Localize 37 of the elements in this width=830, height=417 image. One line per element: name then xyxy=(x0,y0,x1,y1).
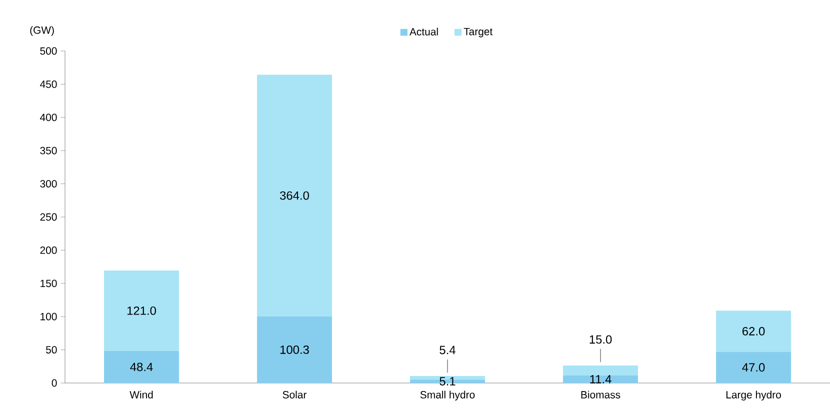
bar xyxy=(104,350,179,383)
y-tick-label: 350 xyxy=(40,146,57,154)
y-tick-label: 100 xyxy=(40,312,57,320)
x-tick-label: Biomass xyxy=(581,390,620,398)
y-tick-label: 400 xyxy=(40,114,57,122)
data-label: 48.4 xyxy=(130,362,153,372)
y-tick-label: 200 xyxy=(40,246,57,254)
x-tick-label: Wind xyxy=(130,390,153,398)
data-label: 62.0 xyxy=(742,326,765,336)
bar xyxy=(716,352,791,383)
data-label: 5.4 xyxy=(440,346,456,354)
legend-label: Actual xyxy=(409,28,438,36)
x-tick-label: Solar xyxy=(282,390,307,398)
bar xyxy=(257,74,332,316)
y-tick-label: 50 xyxy=(46,346,57,354)
data-label: 15.0 xyxy=(590,335,612,344)
y-tick-label: 500 xyxy=(40,47,57,55)
bar xyxy=(104,270,179,351)
y-tick-label: 450 xyxy=(40,80,57,88)
x-tick-label: Small hydro xyxy=(420,390,475,401)
legend-label: Target xyxy=(464,28,493,38)
y-tick-label: 150 xyxy=(40,280,57,288)
data-label: 100.3 xyxy=(280,345,309,354)
bar xyxy=(563,375,638,383)
data-label: 5.1 xyxy=(440,377,456,386)
y-tick-label: 300 xyxy=(40,180,57,188)
data-label: 47.0 xyxy=(742,363,765,372)
bar xyxy=(563,365,638,376)
bar xyxy=(716,310,791,352)
y-tick-label: 0 xyxy=(52,379,57,387)
data-label: 11.4 xyxy=(590,375,612,384)
x-tick-label: Large hydro xyxy=(726,390,781,401)
data-label: 121.0 xyxy=(127,306,156,315)
y-tick-label: 250 xyxy=(40,213,57,221)
data-label: 364.0 xyxy=(280,191,309,200)
bar xyxy=(257,316,332,383)
y-axis-title: (GW) xyxy=(30,26,54,36)
